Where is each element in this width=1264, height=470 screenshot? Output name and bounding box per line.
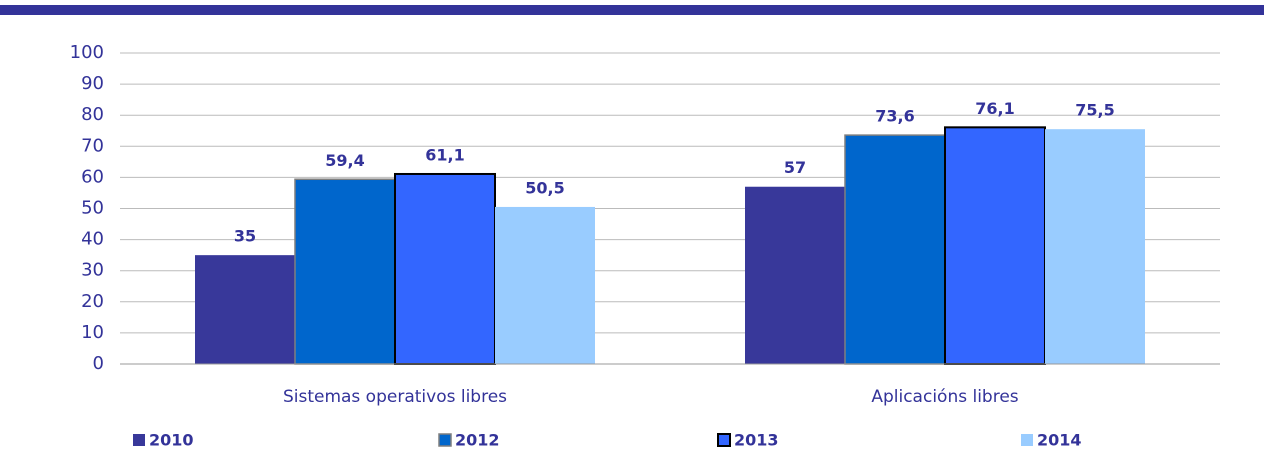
- value-label: 75,5: [1075, 101, 1114, 120]
- x-tick-label: Sistemas operativos libres: [283, 387, 507, 407]
- value-label: 57: [784, 158, 806, 177]
- legend-label: 2014: [1037, 431, 1082, 450]
- bar: [745, 186, 845, 364]
- legend-marker: [717, 433, 731, 447]
- y-tick-label: 0: [93, 353, 104, 374]
- bar: [495, 206, 595, 364]
- bar: [394, 172, 496, 365]
- top-banner: [0, 5, 1264, 15]
- legend-marker: [438, 433, 452, 447]
- value-label: 59,4: [325, 151, 364, 170]
- y-tick-label: 90: [81, 73, 104, 94]
- y-tick-label: 100: [70, 42, 104, 63]
- y-tick-label: 70: [81, 135, 104, 156]
- y-tick-label: 50: [81, 198, 104, 219]
- value-label: 35: [234, 227, 256, 246]
- bar: [844, 134, 946, 365]
- bar: [944, 126, 1046, 366]
- legend-marker: [1021, 434, 1033, 446]
- x-tick-label: Aplicacións libres: [871, 387, 1018, 407]
- legend-label: 2013: [734, 431, 779, 450]
- y-tick-label: 80: [81, 104, 104, 125]
- y-tick-label: 60: [81, 166, 104, 187]
- value-label: 73,6: [875, 107, 914, 126]
- value-label: 76,1: [975, 99, 1014, 118]
- value-label: 50,5: [525, 178, 564, 197]
- bar: [195, 255, 295, 364]
- value-label: 61,1: [425, 145, 464, 164]
- bar: [1045, 129, 1145, 364]
- y-tick-label: 40: [81, 229, 104, 250]
- y-tick-label: 20: [81, 291, 104, 312]
- y-tick-label: 30: [81, 260, 104, 281]
- y-tick-label: 10: [81, 322, 104, 343]
- legend-marker: [133, 434, 145, 446]
- legend-label: 2012: [455, 431, 500, 450]
- bar: [294, 178, 396, 365]
- legend-label: 2010: [149, 431, 194, 450]
